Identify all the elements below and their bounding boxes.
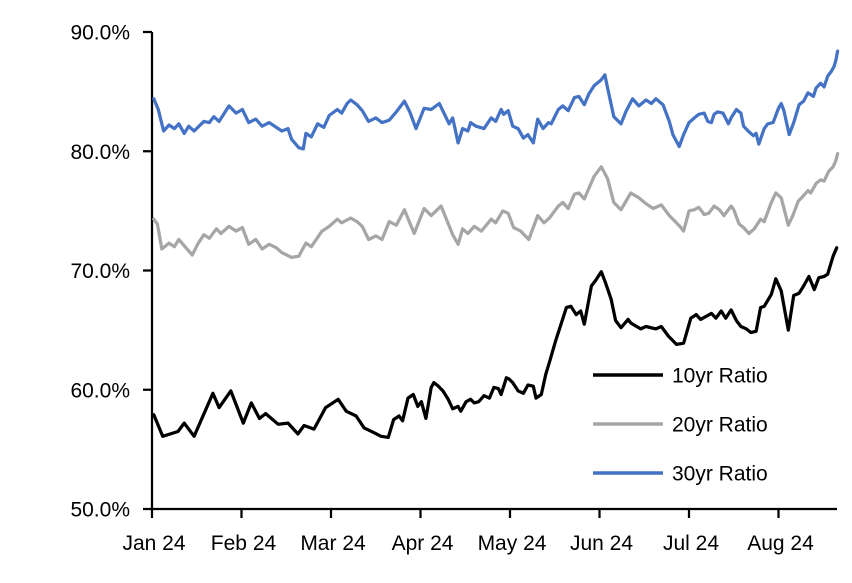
legend-label-20yr-ratio: 20yr Ratio <box>672 414 768 437</box>
y-tick-label: 90.0% <box>70 22 130 45</box>
y-tick-label: 60.0% <box>70 379 130 402</box>
x-tick-label: Aug 24 <box>747 532 814 555</box>
legend-label-10yr-ratio: 10yr Ratio <box>672 365 768 388</box>
x-tick-label: Jun 24 <box>570 532 633 555</box>
x-tick-label: May 24 <box>478 532 547 555</box>
y-tick-label: 70.0% <box>70 260 130 283</box>
x-tick-label: Jan 24 <box>122 532 185 555</box>
x-tick-label: Feb 24 <box>211 532 277 555</box>
x-tick-label: Jul 24 <box>663 532 719 555</box>
legend-label-30yr-ratio: 30yr Ratio <box>672 463 768 486</box>
series-line-20yr-ratio <box>152 151 840 260</box>
chart-figure: 90.0% 80.0% 70.0% 60.0% 50.0% Jan 24 Feb 24 Mar… <box>40 16 852 567</box>
ratio-line-chart: 90.0% 80.0% 70.0% 60.0% 50.0% Jan 24 Feb 24 Mar… <box>70 22 840 555</box>
y-tick-label: 80.0% <box>70 141 130 164</box>
x-tick-label: Apr 24 <box>392 532 454 555</box>
series-line-30yr-ratio <box>152 49 840 151</box>
series-line-10yr-ratio <box>152 246 839 440</box>
x-tick-label: Mar 24 <box>300 532 366 555</box>
y-tick-label: 50.0% <box>70 499 130 522</box>
